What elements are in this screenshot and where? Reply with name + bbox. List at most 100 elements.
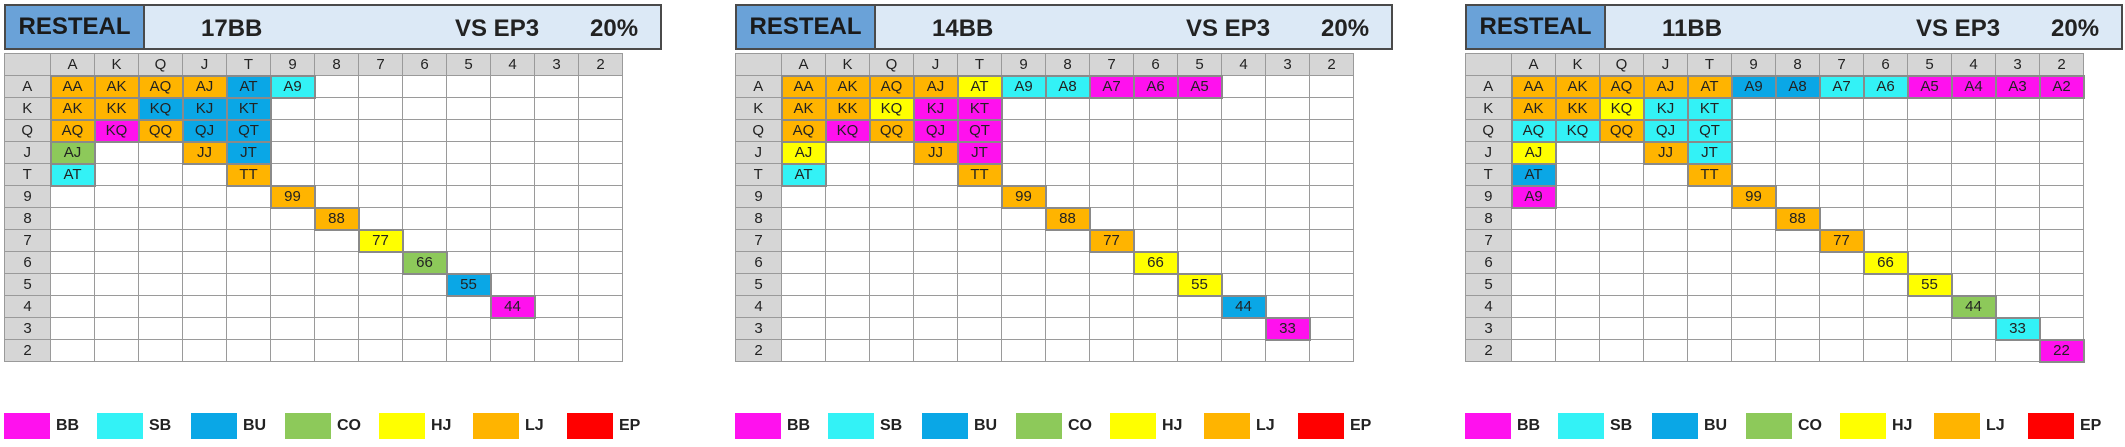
hand-cell: AK bbox=[824, 74, 871, 99]
grid-corner bbox=[4, 53, 51, 76]
grid-row: T AT TT bbox=[1465, 162, 2084, 187]
empty-cell bbox=[1177, 163, 1222, 186]
empty-cell bbox=[94, 339, 139, 362]
hand-cell: AT bbox=[1510, 162, 1557, 187]
empty-cell bbox=[1089, 251, 1134, 274]
legend-item: EP bbox=[1298, 412, 1371, 440]
empty-cell bbox=[182, 339, 227, 362]
empty-cell bbox=[913, 229, 958, 252]
empty-cell bbox=[578, 163, 623, 186]
hand-cell: AA bbox=[780, 74, 827, 99]
empty-cell bbox=[490, 141, 535, 164]
row-header: J bbox=[735, 141, 782, 164]
panel-header: RESTEAL 14BB VS EP3 20% bbox=[735, 4, 1393, 54]
empty-cell bbox=[2039, 97, 2084, 120]
empty-cell bbox=[490, 317, 535, 340]
empty-cell bbox=[1995, 273, 2040, 296]
legend-swatch bbox=[2028, 413, 2074, 439]
empty-cell bbox=[578, 185, 623, 208]
empty-cell bbox=[534, 295, 579, 318]
legend-item: BB bbox=[1465, 412, 1540, 440]
hand-cell: A7 bbox=[1818, 74, 1865, 99]
empty-cell bbox=[1177, 207, 1222, 230]
empty-cell bbox=[358, 273, 403, 296]
legend-item: EP bbox=[2028, 412, 2101, 440]
empty-cell bbox=[446, 185, 491, 208]
empty-cell bbox=[1995, 207, 2040, 230]
empty-cell bbox=[1995, 97, 2040, 120]
hand-cell: A9 bbox=[1510, 184, 1557, 209]
empty-cell bbox=[781, 273, 826, 296]
legend-item: CO bbox=[1746, 412, 1822, 440]
hand-cell: QT bbox=[225, 118, 272, 143]
empty-cell bbox=[1731, 273, 1776, 296]
empty-cell bbox=[913, 207, 958, 230]
empty-cell bbox=[270, 295, 315, 318]
empty-cell bbox=[1555, 317, 1600, 340]
hand-cell: QT bbox=[956, 118, 1003, 143]
column-header: J bbox=[182, 53, 227, 76]
legend-item: BU bbox=[1652, 412, 1727, 440]
hand-cell: AJ bbox=[912, 74, 959, 99]
empty-cell bbox=[1309, 141, 1354, 164]
row-header: 5 bbox=[735, 273, 782, 296]
hand-cell: TT bbox=[1686, 162, 1733, 187]
empty-cell bbox=[2039, 251, 2084, 274]
empty-cell bbox=[94, 317, 139, 340]
column-header: Q bbox=[869, 53, 914, 76]
empty-cell bbox=[1731, 317, 1776, 340]
empty-cell bbox=[825, 163, 870, 186]
legend-item: HJ bbox=[379, 412, 451, 440]
column-header: A bbox=[50, 53, 95, 76]
row-header: 8 bbox=[4, 207, 51, 230]
grid-row: J AJ JJ JT bbox=[735, 140, 1354, 165]
grid-row: T AT TT bbox=[4, 162, 623, 187]
empty-cell bbox=[226, 273, 271, 296]
column-header: K bbox=[94, 53, 139, 76]
hand-cell: 77 bbox=[357, 228, 404, 253]
empty-cell bbox=[869, 317, 914, 340]
empty-cell bbox=[1001, 251, 1046, 274]
empty-cell bbox=[1555, 207, 1600, 230]
empty-cell bbox=[446, 317, 491, 340]
empty-cell bbox=[226, 229, 271, 252]
empty-cell bbox=[1907, 119, 1952, 142]
empty-cell bbox=[781, 295, 826, 318]
hand-cell: AT bbox=[49, 162, 96, 187]
empty-cell bbox=[270, 141, 315, 164]
hand-cell: QJ bbox=[181, 118, 228, 143]
empty-cell bbox=[1863, 295, 1908, 318]
empty-cell bbox=[1045, 317, 1090, 340]
hand-cell: JJ bbox=[181, 140, 228, 165]
hand-cell: 77 bbox=[1818, 228, 1865, 253]
empty-cell bbox=[1001, 229, 1046, 252]
empty-cell bbox=[138, 163, 183, 186]
row-header: K bbox=[4, 97, 51, 120]
empty-cell bbox=[1819, 251, 1864, 274]
grid-row: 9 99 bbox=[735, 184, 1354, 209]
legend-swatch bbox=[191, 413, 237, 439]
empty-cell bbox=[1687, 251, 1732, 274]
stack-size: 17BB bbox=[201, 15, 263, 42]
hand-cell: A6 bbox=[1862, 74, 1909, 99]
empty-cell bbox=[270, 251, 315, 274]
empty-cell bbox=[226, 295, 271, 318]
row-header: 6 bbox=[4, 251, 51, 274]
empty-cell bbox=[957, 273, 1002, 296]
empty-cell bbox=[534, 207, 579, 230]
empty-cell bbox=[1599, 295, 1644, 318]
legend-swatch bbox=[1746, 413, 1792, 439]
empty-cell bbox=[1863, 317, 1908, 340]
column-header: 4 bbox=[490, 53, 535, 76]
empty-cell bbox=[446, 251, 491, 274]
empty-cell bbox=[314, 75, 359, 98]
empty-cell bbox=[1643, 207, 1688, 230]
empty-cell bbox=[1819, 295, 1864, 318]
empty-cell bbox=[1907, 295, 1952, 318]
empty-cell bbox=[1309, 229, 1354, 252]
empty-cell bbox=[1089, 163, 1134, 186]
range-percent: 20% bbox=[1321, 15, 1370, 42]
empty-cell bbox=[1089, 119, 1134, 142]
range-percent: 20% bbox=[2051, 15, 2100, 42]
